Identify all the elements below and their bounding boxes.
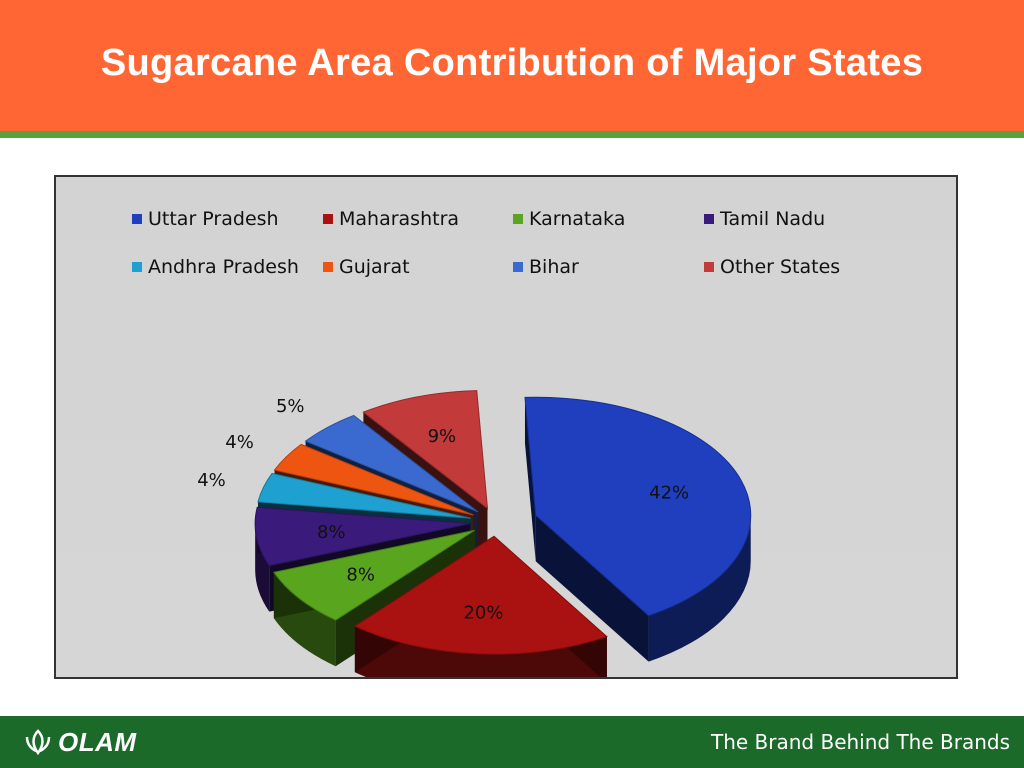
legend-label: Uttar Pradesh	[148, 208, 279, 230]
legend-label: Other States	[720, 256, 841, 278]
pie-data-label: 42%	[649, 482, 689, 503]
pie-slice	[254, 506, 471, 567]
pie-slice	[273, 529, 476, 621]
pie-slice	[362, 390, 489, 510]
slide-title: Sugarcane Area Contribution of Major Sta…	[100, 42, 924, 84]
pie-slice-side	[354, 626, 607, 677]
legend-item: Maharashtra	[323, 207, 459, 231]
legend-item: Karnataka	[513, 207, 625, 231]
legend-item: Bihar	[513, 255, 579, 279]
legend-swatch	[704, 214, 714, 224]
legend-item: Uttar Pradesh	[132, 207, 279, 231]
chart-frame: Uttar Pradesh Maharashtra Karnataka Tamil N…	[54, 175, 958, 679]
legend-label: Tamil Nadu	[720, 208, 826, 230]
legend-item: Andhra Pradesh	[132, 255, 299, 279]
pie-data-label: 4%	[197, 470, 226, 491]
pie-slice-side	[648, 515, 751, 662]
header-bar	[0, 0, 1024, 131]
footer-bar: OLAM The Brand Behind The Brands	[0, 716, 1024, 768]
legend-item: Tamil Nadu	[704, 207, 825, 231]
legend-swatch	[132, 214, 142, 224]
pie-slice	[257, 472, 472, 519]
pie-data-label: 8%	[317, 522, 346, 543]
leaf-icon	[25, 729, 51, 756]
legend-label: Andhra Pradesh	[148, 256, 299, 278]
olam-logo: OLAM	[24, 727, 137, 757]
tagline: The Brand Behind The Brands	[710, 730, 1010, 754]
pie-slice-face	[535, 515, 649, 662]
legend-swatch	[704, 262, 714, 272]
pie-slice-face	[524, 397, 536, 562]
legend-item: Other States	[704, 255, 840, 279]
logo-text: OLAM	[58, 726, 137, 757]
pie-chart: 42% 20% 8% 8% 4% 4% 5% 9%	[197, 390, 752, 677]
legend-label: Maharashtra	[339, 208, 460, 230]
legend-swatch	[323, 262, 333, 272]
pie-slice	[304, 414, 479, 513]
pie-data-label: 5%	[276, 396, 305, 417]
pie-slice	[273, 443, 474, 516]
pie-slice	[353, 535, 608, 655]
legend-item: Gujarat	[323, 255, 410, 279]
legend-label: Bihar	[529, 256, 579, 278]
legend-swatch	[513, 262, 523, 272]
pie-data-label: 8%	[346, 565, 375, 586]
legend-swatch	[513, 214, 523, 224]
pie-slice	[524, 396, 752, 617]
header-stripe	[0, 131, 1024, 138]
pie-data-label: 9%	[428, 426, 457, 447]
legend-label: Karnataka	[529, 208, 626, 230]
legend-label: Gujarat	[339, 256, 410, 278]
pie-data-label: 20%	[463, 603, 503, 624]
legend-swatch	[132, 262, 142, 272]
pie-data-label: 4%	[225, 432, 254, 453]
legend-swatch	[323, 214, 333, 224]
